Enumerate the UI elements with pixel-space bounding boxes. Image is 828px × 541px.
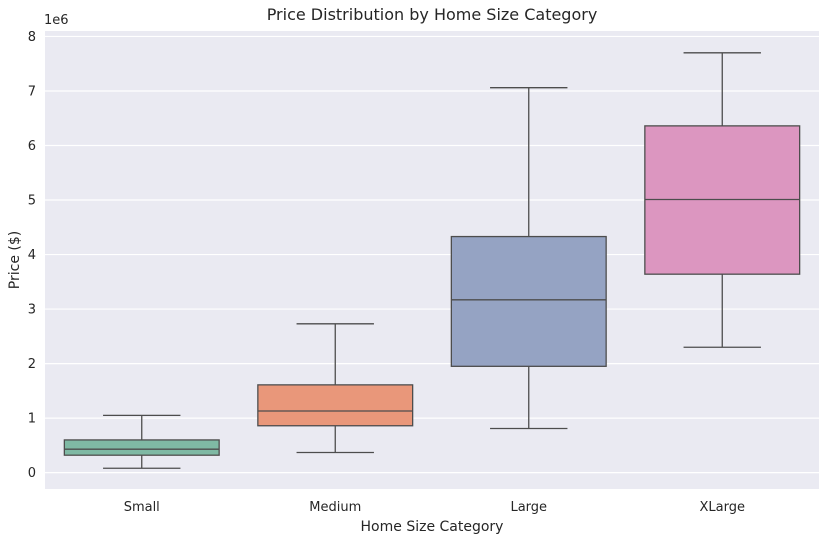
x-tick-label: Large <box>510 500 547 515</box>
y-tick-label: 4 <box>28 248 36 263</box>
y-tick-label: 6 <box>28 139 36 154</box>
y-offset-label: 1e6 <box>44 13 69 28</box>
box-iqr <box>63 439 220 456</box>
x-tick-label: Small <box>124 500 160 515</box>
y-tick-label: 5 <box>28 194 36 209</box>
box-small <box>63 414 220 469</box>
x-axis-label: Home Size Category <box>361 519 504 535</box>
chart-title: Price Distribution by Home Size Category <box>267 5 598 24</box>
x-tick-label: XLarge <box>700 500 745 515</box>
y-tick-label: 7 <box>28 84 36 99</box>
y-tick-label: 3 <box>28 303 36 318</box>
y-tick-label: 1 <box>28 412 36 427</box>
x-axis-ticks: Small Medium Large XLarge <box>124 500 745 515</box>
box-large <box>450 87 607 430</box>
y-tick-label: 2 <box>28 357 36 372</box>
box-iqr <box>257 384 414 427</box>
box-xlarge <box>644 52 801 348</box>
y-tick-label: 0 <box>28 466 36 481</box>
box-medium <box>257 323 414 454</box>
y-axis-label: Price ($) <box>7 231 23 289</box>
x-tick-label: Medium <box>309 500 361 515</box>
box-iqr <box>450 235 607 367</box>
y-tick-label: 8 <box>28 30 36 45</box>
box-plots <box>63 52 801 469</box>
y-axis-ticks: 0 1 2 3 4 5 6 7 8 <box>28 30 36 481</box>
